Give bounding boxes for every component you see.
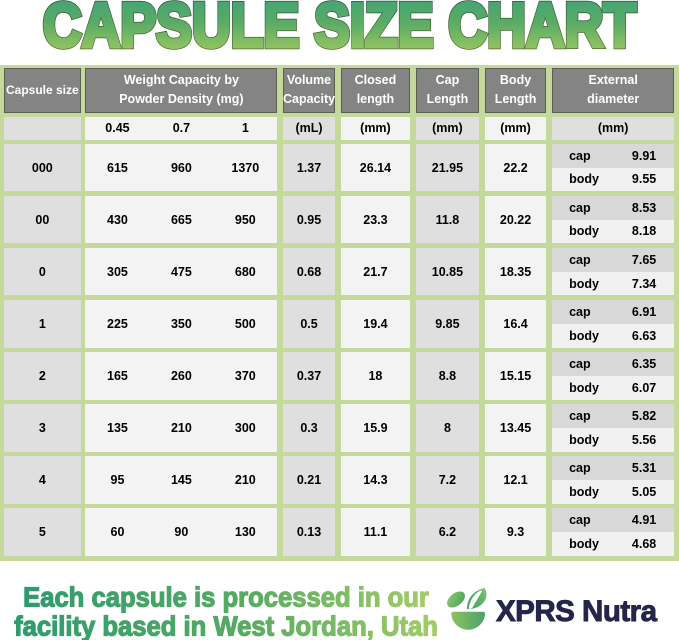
svg-text:facility based in West Jordan,: facility based in West Jordan, Utah [14,611,438,640]
svg-text:CAPSULE SIZE CHART: CAPSULE SIZE CHART [43,0,636,60]
svg-text:CAPSULE SIZE CHART: CAPSULE SIZE CHART [43,0,636,60]
svg-text:Each capsule is processed in o: Each capsule is processed in our [23,582,429,613]
